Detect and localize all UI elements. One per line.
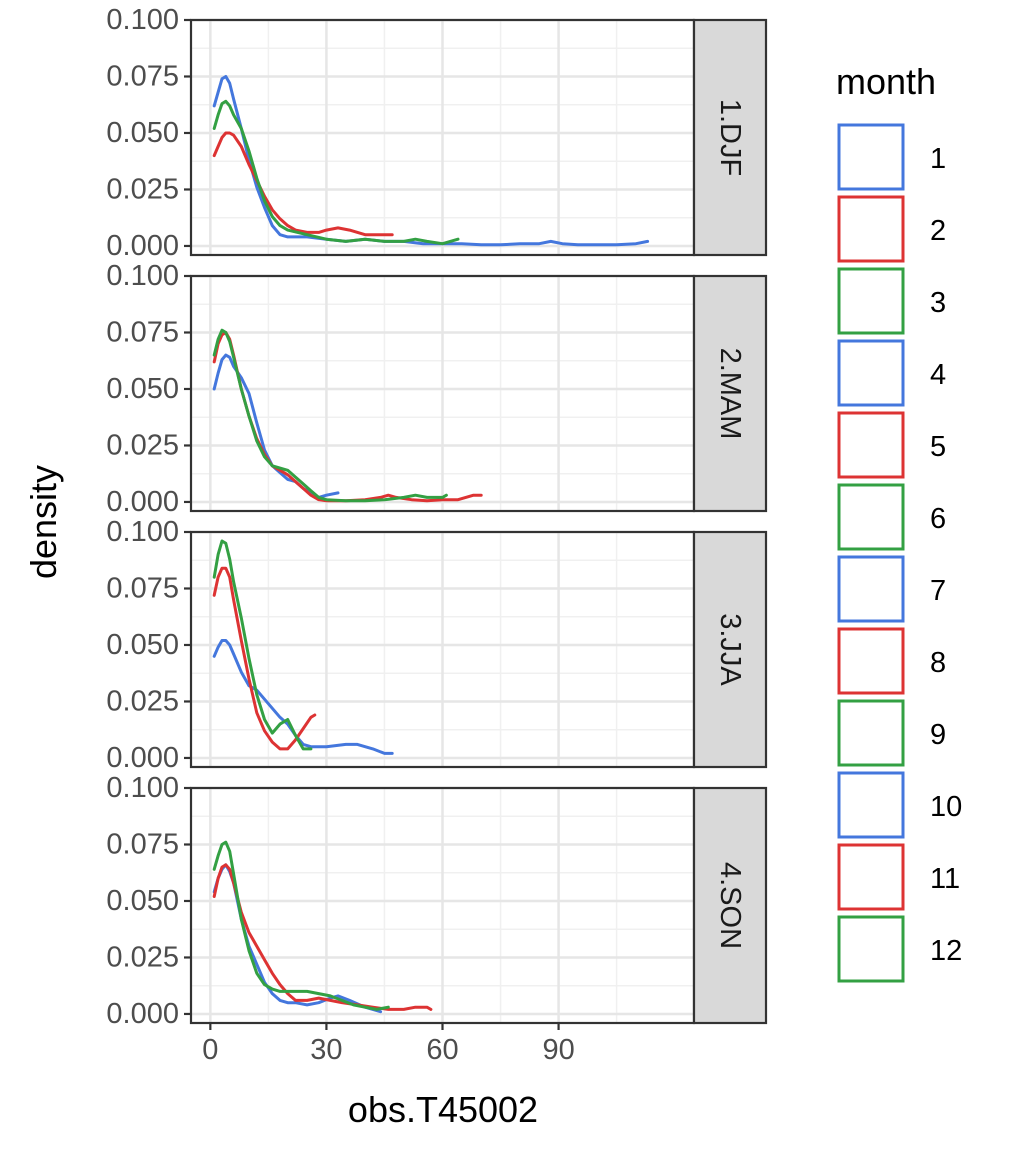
legend-label: 1 (930, 143, 946, 175)
legend-item-11: 11 (837, 843, 960, 911)
legend-key (837, 123, 905, 191)
y-tick-label: 0.050 (106, 629, 179, 661)
y-tick-label: 0.075 (106, 572, 179, 604)
facet-strip (692, 786, 768, 1025)
facet-strip-label: 4.SON (714, 862, 746, 949)
legend-label: 12 (930, 935, 962, 967)
x-axis: 0 30 60 90 (202, 1023, 575, 1066)
y-tick-label: 0.025 (106, 941, 179, 973)
x-tick-label: 0 (202, 1034, 218, 1066)
y-tick-label: 0.100 (106, 516, 179, 548)
y-tick-label: 0.000 (106, 230, 179, 262)
legend-key (837, 915, 905, 983)
legend-item-10: 10 (837, 771, 962, 839)
y-tick-label: 0.000 (106, 486, 179, 518)
legend-label: 3 (930, 287, 946, 319)
legend-key (837, 339, 905, 407)
facet-strip-label: 2.MAM (714, 348, 746, 440)
legend-item-1: 1 (837, 123, 946, 191)
y-tick-label: 0.075 (106, 828, 179, 860)
y-tick-label: 0.050 (106, 885, 179, 917)
y-tick-label: 0.050 (106, 373, 179, 405)
legend-label: 10 (930, 791, 962, 823)
x-tick-label: 90 (542, 1034, 574, 1066)
legend-label: 11 (930, 863, 960, 895)
y-tick-label: 0.025 (106, 173, 179, 205)
density-line (212, 99, 460, 246)
legend-key (837, 843, 905, 911)
legend-key (837, 267, 905, 335)
legend-key (837, 483, 905, 551)
y-tick-label: 0.000 (106, 998, 179, 1030)
facet-panel-3: 3.JJA 0.000 0.025 0.050 0.075 0.100 (106, 516, 768, 774)
legend-label: 6 (930, 503, 946, 535)
y-tick-label: 0.075 (106, 316, 179, 348)
y-tick-label: 0.100 (106, 772, 179, 804)
facet-strip (692, 274, 768, 513)
legend-key (837, 699, 905, 767)
legend-label: 8 (930, 647, 946, 679)
legend-key (837, 411, 905, 479)
x-axis-title: obs.T45002 (348, 1089, 538, 1130)
facet-strip (692, 18, 768, 257)
y-tick-label: 0.025 (106, 685, 179, 717)
x-tick-label: 30 (310, 1034, 342, 1066)
facet-panel-1: 1.DJF 0.000 0.025 0.050 0.075 0.100 (106, 4, 768, 262)
legend-label: 2 (930, 215, 946, 247)
facet-strip-label: 3.JJA (714, 613, 746, 686)
legend-item-9: 9 (837, 699, 946, 767)
density-line (212, 863, 433, 1011)
legend-item-6: 6 (837, 483, 946, 551)
density-line (212, 328, 448, 503)
y-tick-label: 0.025 (106, 429, 179, 461)
legend-label: 4 (930, 359, 946, 391)
legend-item-8: 8 (837, 627, 946, 695)
y-tick-label: 0.050 (106, 117, 179, 149)
y-tick-label: 0.100 (106, 260, 179, 292)
legend-item-2: 2 (837, 195, 946, 263)
facet-strip-label: 1.DJF (714, 99, 746, 176)
legend-label: 5 (930, 431, 946, 463)
legend-label: 9 (930, 719, 946, 751)
facet-panel-2: 2.MAM 0.000 0.025 0.050 0.075 0.100 (106, 260, 768, 518)
facet-panel-4: 4.SON 0.000 0.025 0.050 0.075 0.100 (106, 772, 768, 1030)
legend-item-12: 12 (837, 915, 962, 983)
y-axis-title: density (23, 465, 64, 579)
density-line (212, 566, 317, 751)
legend-item-7: 7 (837, 555, 946, 623)
legend-title: month (836, 61, 936, 102)
density-line (212, 353, 340, 499)
density-line (212, 131, 394, 237)
density-line (212, 539, 313, 751)
y-tick-label: 0.075 (106, 60, 179, 92)
legend-item-3: 3 (837, 267, 946, 335)
legend-key (837, 771, 905, 839)
facet-strip (692, 530, 768, 769)
y-tick-label: 0.100 (106, 4, 179, 36)
legend-key (837, 627, 905, 695)
legend-item-5: 5 (837, 411, 946, 479)
density-line (212, 639, 394, 755)
density-line (212, 840, 390, 1011)
legend-key (837, 195, 905, 263)
legend-key (837, 555, 905, 623)
legend-item-4: 4 (837, 339, 946, 407)
panels-layer: 1.DJF 0.000 0.025 0.050 0.075 0.100 2.MAM 0.000… (106, 4, 768, 1030)
legend-label: 7 (930, 575, 946, 607)
x-tick-label: 60 (426, 1034, 458, 1066)
y-tick-label: 0.000 (106, 742, 179, 774)
